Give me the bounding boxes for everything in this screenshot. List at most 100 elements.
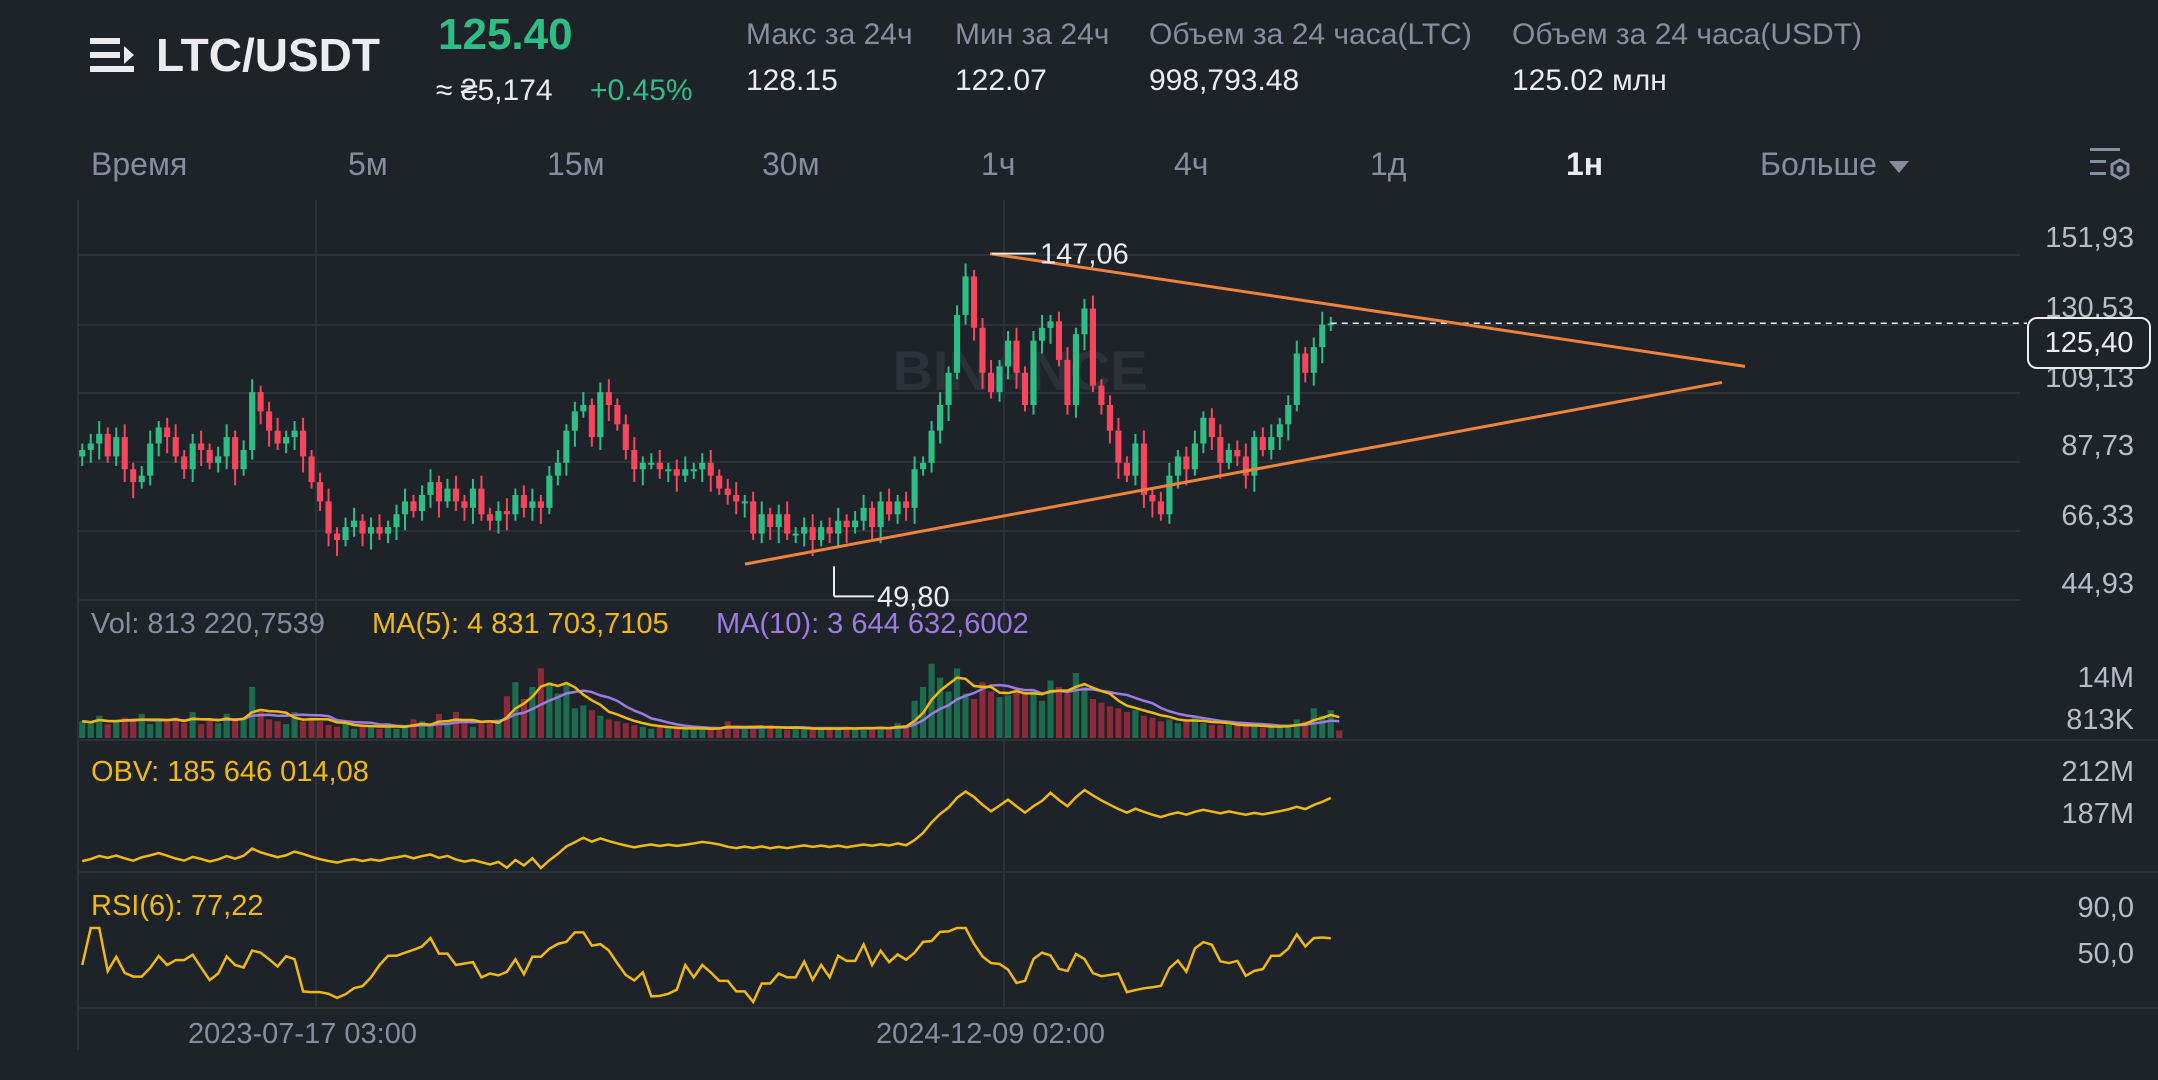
- candle-body: [1200, 417, 1207, 444]
- volume-bar: [1208, 725, 1215, 738]
- volume-bar: [792, 727, 799, 738]
- candle-body: [750, 501, 757, 534]
- tab-5m[interactable]: 5м: [348, 146, 388, 182]
- last-price: 125.40: [438, 10, 573, 59]
- triangle-trendlines: [744, 252, 1746, 566]
- candle-body: [486, 514, 493, 521]
- candle-body: [121, 437, 128, 470]
- volume-bar: [1259, 727, 1266, 738]
- volume-bar: [614, 721, 621, 738]
- caret-down-icon: [1888, 160, 1909, 173]
- volume-bar: [79, 721, 86, 738]
- tab-more[interactable]: Больше: [1760, 146, 1909, 183]
- stat-high-value: 128.15: [746, 64, 838, 97]
- volume-bar: [444, 724, 451, 738]
- volume-bar: [1038, 700, 1046, 738]
- current-price-tag: 125,40: [2027, 317, 2151, 369]
- stat-vol-ltc-label: Объем за 24 часа(LTC): [1149, 18, 1472, 51]
- rsi-axis-label: 50,0: [2077, 938, 2134, 970]
- volume-bar: [367, 726, 375, 738]
- volume-bar: [903, 725, 910, 738]
- candle-body: [469, 488, 476, 508]
- volume-bar: [283, 724, 290, 738]
- candle-body: [1191, 443, 1198, 470]
- volume-bar: [1327, 710, 1334, 738]
- volume-bar: [486, 721, 493, 738]
- obv-label: OBV: 185 646 014,08: [91, 756, 369, 788]
- candle-body: [767, 514, 774, 528]
- pair-symbol[interactable]: LTC/USDT: [156, 29, 381, 81]
- volume-bar: [291, 712, 298, 738]
- candle-body: [928, 430, 935, 463]
- volume-bar: [512, 682, 519, 738]
- volume-bar: [886, 728, 893, 738]
- candle-body: [826, 527, 833, 534]
- candle-body: [249, 392, 256, 450]
- tab-30m[interactable]: 30м: [762, 146, 820, 182]
- tab-time[interactable]: Время: [91, 146, 188, 182]
- candle-body: [1268, 437, 1275, 450]
- candle-body: [189, 443, 196, 470]
- candle-body: [367, 527, 375, 534]
- volume-bar: [563, 684, 570, 738]
- volume-bar: [818, 729, 825, 738]
- stat-vol-usdt-value: 125.02 млн: [1512, 64, 1667, 97]
- volume-bar: [1004, 695, 1012, 738]
- candle-body: [699, 462, 706, 470]
- candle-body: [529, 501, 536, 508]
- candle-body: [350, 520, 358, 528]
- candle-body: [903, 501, 910, 508]
- candle-body: [113, 437, 120, 457]
- volume-bar: [639, 726, 646, 738]
- volume-bar: [1310, 708, 1317, 738]
- volume-bar: [1115, 708, 1122, 738]
- candle-body: [257, 392, 264, 412]
- time-axis-label: 2023-07-17 03:00: [188, 1018, 417, 1050]
- volume-bar: [767, 725, 774, 738]
- candle-body: [393, 514, 400, 528]
- list-menu-icon[interactable]: [88, 32, 136, 80]
- volume-bar: [240, 717, 247, 738]
- volume-bar: [945, 691, 952, 738]
- volume-bar: [520, 699, 527, 738]
- candle-body: [359, 520, 366, 534]
- volume-bar: [308, 717, 315, 738]
- volume-bar: [1191, 717, 1198, 738]
- candle-body: [801, 527, 808, 534]
- chart-settings-icon[interactable]: [2088, 142, 2132, 186]
- volume-bar: [418, 721, 426, 738]
- obv-axis-label: 212M: [2061, 756, 2134, 788]
- price-axis-label: 44,93: [2061, 568, 2134, 600]
- volume-bar: [164, 719, 171, 738]
- candle-body: [147, 443, 154, 476]
- lower-trendline: [744, 380, 1723, 566]
- candle-body: [724, 488, 731, 495]
- candle-body: [631, 449, 638, 470]
- candle-body: [580, 404, 587, 412]
- candle-body: [181, 456, 188, 470]
- tab-4h[interactable]: 4ч: [1174, 146, 1209, 182]
- tab-1w[interactable]: 1н: [1566, 146, 1604, 182]
- candle-body: [274, 430, 281, 444]
- candle-body: [376, 527, 383, 534]
- tab-1d[interactable]: 1д: [1370, 146, 1407, 182]
- volume-bar: [809, 727, 816, 738]
- candle-body: [1149, 494, 1156, 502]
- volume-bar: [427, 726, 434, 738]
- volume-bar: [1336, 730, 1343, 738]
- volume-bar: [232, 719, 239, 738]
- tab-15m[interactable]: 15м: [547, 146, 605, 182]
- volume-bar: [206, 719, 213, 738]
- volume-bar: [716, 727, 723, 738]
- tab-1h[interactable]: 1ч: [981, 146, 1016, 182]
- volume-axis-label: 813K: [2066, 704, 2134, 736]
- volume-bar: [495, 719, 502, 738]
- volume-bar: [1064, 693, 1071, 738]
- candle-body: [1072, 334, 1080, 405]
- volume-bar: [1183, 721, 1190, 738]
- candle-body: [1115, 430, 1122, 463]
- volume-bar: [648, 728, 655, 738]
- volume-bar: [1200, 723, 1207, 738]
- candle-body: [1140, 443, 1147, 495]
